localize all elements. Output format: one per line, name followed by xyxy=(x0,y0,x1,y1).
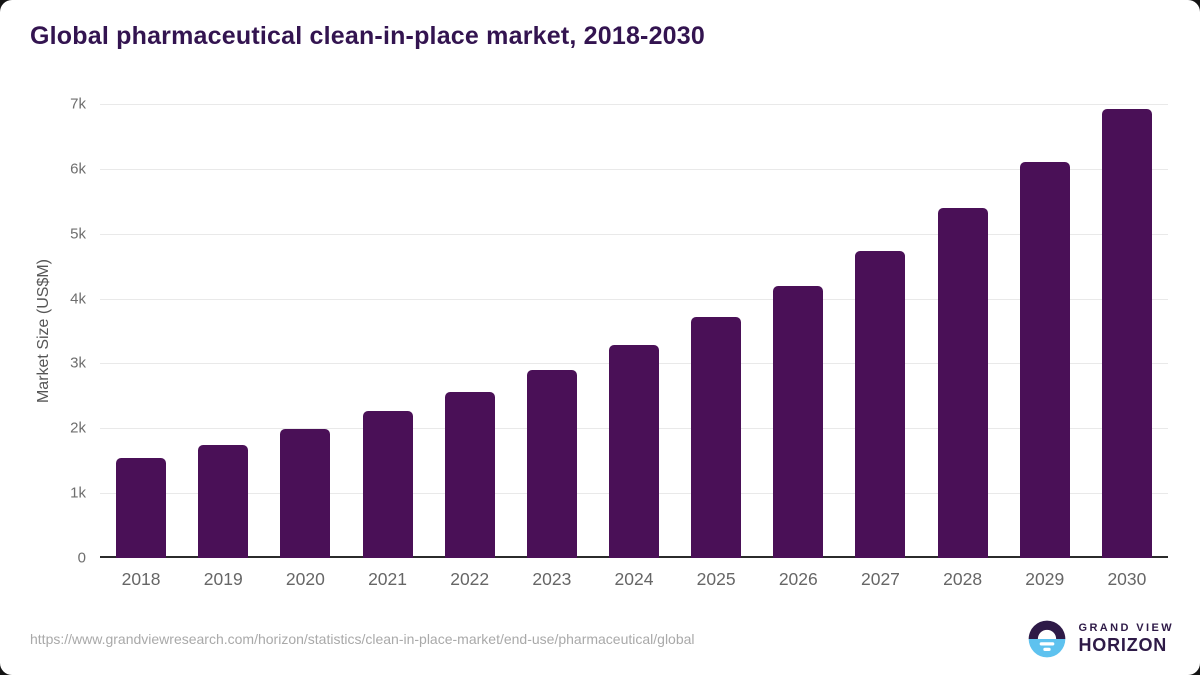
x-tick-label: 2027 xyxy=(860,569,900,589)
gridline xyxy=(100,168,1168,170)
y-tick-label: 6k xyxy=(70,160,86,178)
bar-2019 xyxy=(198,445,249,558)
bar-2028 xyxy=(937,208,988,558)
x-tick-label: 2025 xyxy=(696,569,736,589)
bar-2024 xyxy=(609,345,659,558)
horizon-sunset-circle-icon xyxy=(1028,620,1065,658)
brand-name-top: GRAND VIEW xyxy=(1078,622,1174,635)
y-tick-label: 5k xyxy=(70,225,86,243)
bar-2020 xyxy=(280,428,331,558)
x-tick-label: 2029 xyxy=(1025,569,1065,589)
x-tick-label: 2023 xyxy=(532,569,572,589)
gridline xyxy=(100,104,1168,105)
chart-title: Global pharmaceutical clean-in-place mar… xyxy=(30,22,705,50)
gridline xyxy=(100,233,1168,235)
source-url: https://www.grandviewresearch.com/horizo… xyxy=(30,631,695,647)
bar-2030 xyxy=(1101,108,1152,558)
gridline xyxy=(100,298,1168,300)
x-tick-label: 2021 xyxy=(368,569,407,589)
bar-2021 xyxy=(362,411,413,558)
x-tick-label: 2020 xyxy=(285,569,325,589)
x-tick-label: 2022 xyxy=(450,569,490,589)
y-tick-label: 3k xyxy=(70,354,86,372)
brand-name: GRAND VIEW HORIZON xyxy=(1079,622,1175,655)
x-tick-label: 2024 xyxy=(614,569,654,589)
bar-2026 xyxy=(773,286,824,558)
bar-2025 xyxy=(691,317,742,558)
bar-2029 xyxy=(1019,162,1070,558)
y-tick-label: 0 xyxy=(77,549,86,567)
x-tick-label: 2026 xyxy=(778,569,818,589)
y-tick-label: 7k xyxy=(70,95,86,113)
brand-name-bottom: HORIZON xyxy=(1078,634,1168,655)
y-tick-label: 1k xyxy=(70,484,86,502)
brand-logo: GRAND VIEW HORIZON xyxy=(1025,617,1175,661)
x-tick-label: 2018 xyxy=(121,569,161,589)
footer: https://www.grandviewresearch.com/horizo… xyxy=(30,612,1174,666)
y-tick-label: 2k xyxy=(70,419,86,437)
plot-area: 0 1k 2k 3k 4k 5k 6k 7k 2018 2019 2020 2021 2022 2023 2… xyxy=(70,96,1168,589)
bar-2022 xyxy=(444,391,495,558)
x-tick-label: 2030 xyxy=(1107,569,1147,589)
y-tick-label: 4k xyxy=(70,290,86,308)
bar-2023 xyxy=(526,369,577,558)
bar-2018 xyxy=(116,458,167,558)
bar-2027 xyxy=(855,250,906,558)
y-axis-title: Market Size (US$M) xyxy=(35,258,52,404)
x-tick-label: 2028 xyxy=(943,569,983,589)
x-tick-label: 2019 xyxy=(203,569,243,589)
